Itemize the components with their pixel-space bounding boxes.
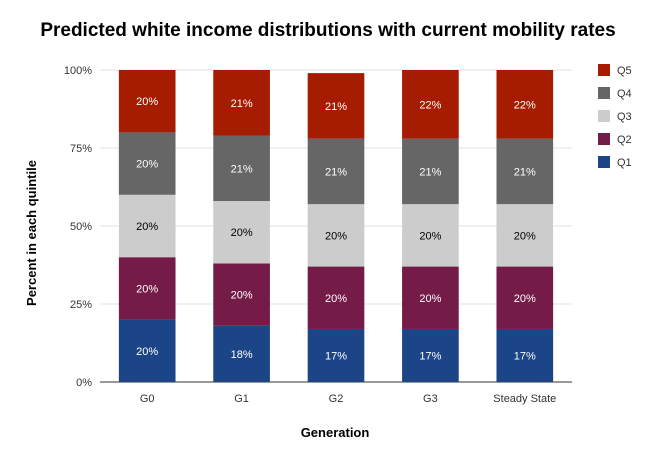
bar-segment-q3-g3 [402, 204, 459, 267]
data-label: 21% [419, 166, 441, 178]
data-label: 20% [514, 293, 536, 305]
bar-segment-q2-g2 [307, 266, 365, 329]
bar-segment-q5-steady-state [496, 70, 554, 139]
bar-segment-q3-g1 [213, 201, 270, 264]
bar-segment-q5-g2 [307, 73, 365, 139]
legend-label-q5: Q5 [617, 65, 632, 77]
data-label: 20% [325, 230, 347, 242]
chart-title: Predicted white income distributions wit… [40, 20, 616, 41]
bar-segment-q4-g2 [307, 138, 365, 205]
x-tick-label: Steady State [493, 393, 556, 405]
bar-segment-q5-g3 [402, 70, 459, 139]
bar-segment-q4-g0 [118, 132, 176, 195]
x-tick-label: G0 [140, 393, 155, 405]
bar-segment-q2-g1 [213, 263, 270, 326]
y-tick-label: 75% [70, 143, 92, 155]
data-label: 22% [419, 99, 441, 111]
data-label: 21% [231, 98, 253, 110]
data-label: 17% [419, 350, 441, 362]
data-label: 20% [136, 283, 158, 295]
legend-swatch-q5 [598, 64, 610, 76]
legend-swatch-q3 [598, 110, 610, 122]
bar-segment-q5-g1 [213, 70, 270, 136]
data-label: 21% [231, 163, 253, 175]
x-axis-title: Generation [301, 425, 370, 440]
y-axis-ticks: 0% 25% 50% 75% 100% [64, 65, 92, 389]
data-label: 20% [419, 293, 441, 305]
bar-segment-q3-g2 [307, 204, 365, 267]
bar-segment-q1-g1 [213, 325, 270, 382]
bar-segment-q1-steady-state [496, 328, 554, 382]
data-label: 17% [514, 350, 536, 362]
x-tick-label: G1 [234, 393, 249, 405]
bar-segment-q1-g2 [307, 328, 365, 382]
legend-label-q3: Q3 [617, 111, 632, 123]
legend-label-q4: Q4 [617, 88, 632, 100]
data-label: 22% [514, 99, 536, 111]
bar-segment-q1-g0 [118, 319, 176, 382]
data-label: 20% [231, 290, 253, 302]
bar-segment-q1-g3 [402, 328, 459, 382]
y-tick-label: 50% [70, 221, 92, 233]
bar-segment-q3-g0 [118, 194, 176, 258]
data-label: 18% [231, 349, 253, 361]
data-label: 21% [325, 101, 347, 113]
data-label: 21% [514, 166, 536, 178]
legend: Q5 Q4 Q3 Q2 Q1 [598, 64, 632, 169]
bar-segment-q4-g3 [402, 138, 459, 205]
bar-segment-q2-steady-state [496, 266, 554, 329]
bar-segment-q5-g0 [118, 70, 176, 133]
legend-label-q2: Q2 [617, 134, 632, 146]
data-label: 20% [325, 293, 347, 305]
x-axis-ticks: G0 G1 G2 G3 Steady State [140, 393, 556, 405]
data-label: 20% [136, 221, 158, 233]
legend-label-q1: Q1 [617, 157, 632, 169]
x-tick-label: G3 [423, 393, 438, 405]
x-tick-label: G2 [329, 393, 344, 405]
data-label: 20% [136, 346, 158, 358]
bar-segment-q4-steady-state [496, 138, 554, 205]
data-label: 20% [514, 230, 536, 242]
bar-segment-q2-g0 [118, 257, 176, 320]
legend-swatch-q2 [598, 133, 610, 145]
y-axis-title: Percent in each quintile [24, 160, 39, 306]
data-label: 20% [231, 227, 253, 239]
bar-segment-q3-steady-state [496, 204, 554, 267]
y-tick-label: 25% [70, 299, 92, 311]
data-label: 20% [136, 159, 158, 171]
bar-segment-q2-g3 [402, 266, 459, 329]
y-tick-label: 100% [64, 65, 92, 77]
data-label: 20% [419, 230, 441, 242]
legend-swatch-q4 [598, 87, 610, 99]
bars: 20% 20% 20% 20% 20% 18% 20% 20% 21% 21% 17% 20% 20% 2… [118, 70, 554, 382]
legend-swatch-q1 [598, 156, 610, 168]
bar-segment-q4-g1 [213, 135, 270, 202]
data-label: 21% [325, 166, 347, 178]
data-label: 20% [136, 96, 158, 108]
y-tick-label: 0% [76, 377, 92, 389]
data-label: 17% [325, 350, 347, 362]
